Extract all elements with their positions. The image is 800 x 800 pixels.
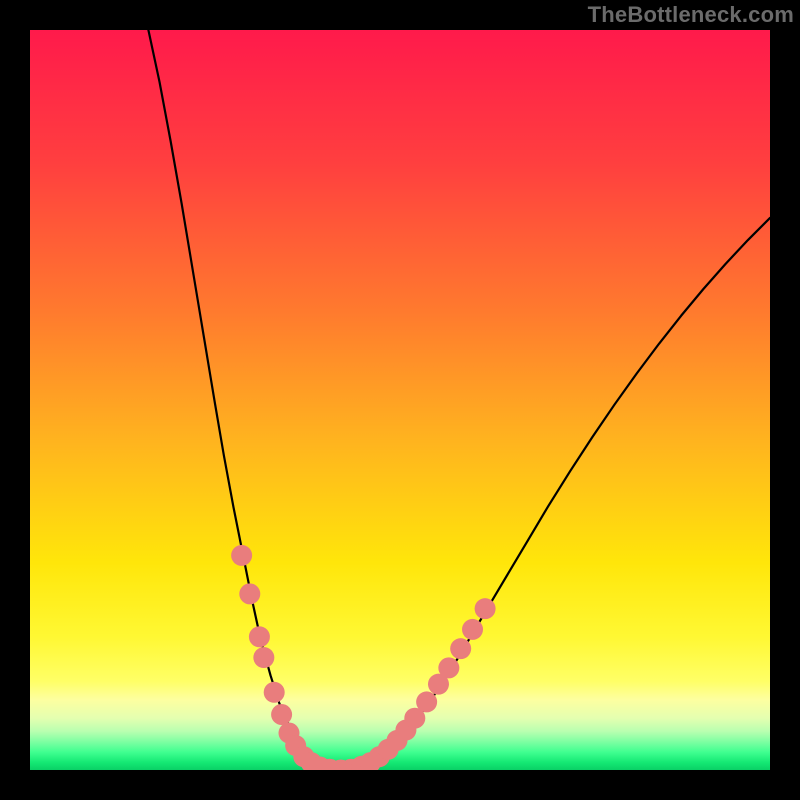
data-dot (416, 691, 437, 712)
data-dot (438, 657, 459, 678)
data-dot (264, 682, 285, 703)
data-dot (249, 626, 270, 647)
data-dot (253, 647, 274, 668)
data-dot (475, 598, 496, 619)
plot-overlay (30, 30, 770, 770)
data-dot (450, 638, 471, 659)
plot-area-frame (30, 30, 770, 770)
data-dot (239, 583, 260, 604)
data-dot (462, 619, 483, 640)
data-dot (231, 545, 252, 566)
data-dot (271, 704, 292, 725)
dots-right-cluster (330, 598, 495, 770)
watermark-text: TheBottleneck.com (588, 2, 794, 28)
